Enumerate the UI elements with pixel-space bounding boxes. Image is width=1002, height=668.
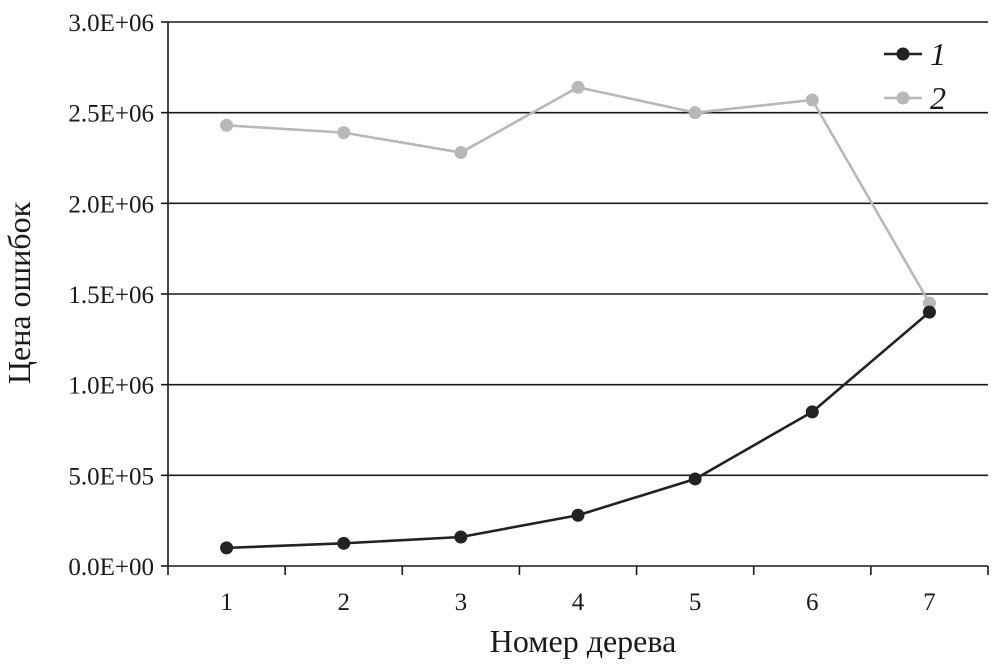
- series-2-point: [454, 146, 468, 160]
- x-tick-label: 6: [806, 589, 819, 616]
- y-tick-label: 5.0E+05: [68, 463, 154, 490]
- legend-label: 2: [930, 80, 946, 116]
- x-tick-label: 1: [220, 589, 233, 616]
- gridlines: [168, 21, 988, 477]
- series-2-point: [571, 80, 585, 94]
- series-2-point: [805, 93, 819, 107]
- series-1-point: [454, 530, 468, 544]
- y-tick-label: 2.0E+06: [68, 191, 154, 218]
- y-axis-title: Цена ошибок: [1, 201, 37, 384]
- y-tick-label: 1.0E+06: [68, 373, 154, 400]
- series-1-point: [922, 305, 936, 319]
- series-1-point: [337, 536, 351, 550]
- series-2-point: [337, 126, 351, 140]
- x-tick-label: 3: [455, 589, 468, 616]
- y-tick-label: 2.5E+06: [68, 101, 154, 128]
- series-2-point: [688, 106, 702, 120]
- legend: 12: [884, 36, 946, 116]
- x-tick-label: 4: [572, 589, 585, 616]
- series-1-point: [220, 541, 234, 555]
- series-1-point: [571, 508, 585, 522]
- y-tick-label: 1.5E+06: [68, 282, 154, 309]
- series-1-point: [805, 405, 819, 419]
- legend-swatch-marker: [896, 47, 910, 61]
- legend-label: 1: [930, 36, 946, 72]
- series-2-line: [226, 85, 931, 304]
- x-tick-label: 5: [689, 589, 702, 616]
- series-2-point: [220, 118, 234, 132]
- series-1-point: [688, 472, 702, 486]
- legend-swatch-marker: [896, 91, 910, 105]
- x-tick-label: 7: [923, 589, 936, 616]
- y-tick-label: 0.0E+00: [68, 554, 154, 581]
- series: [220, 80, 936, 555]
- axes: [161, 21, 989, 575]
- x-tick-label: 2: [337, 589, 350, 616]
- x-axis-title: Номер дерева: [490, 623, 677, 659]
- tick-labels: 0.0E+00 5.0E+05 1.0E+06 1.5E+06 2.0E+06 2.5E+…: [68, 10, 935, 616]
- series-2-point: [922, 296, 936, 310]
- y-tick-label: 3.0E+06: [68, 10, 154, 37]
